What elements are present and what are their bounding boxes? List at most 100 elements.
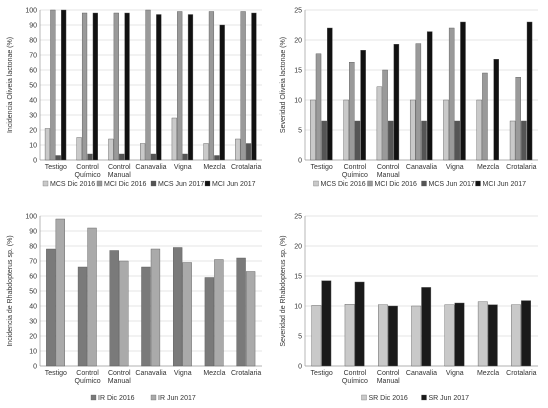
bar — [150, 248, 161, 367]
bar — [444, 304, 455, 367]
bar — [203, 143, 209, 161]
y-tick-label: 100 — [25, 8, 37, 15]
legend-swatch — [150, 180, 157, 187]
bar — [443, 99, 449, 161]
legend-swatch — [421, 180, 427, 187]
bar — [321, 120, 327, 161]
bar — [411, 305, 422, 367]
x-tick-label: Vigna — [446, 370, 464, 377]
bar — [426, 31, 433, 161]
bar — [204, 277, 215, 367]
bar — [476, 99, 483, 161]
legend: MCS Dic 2016 MCI Dic 2016 MCS Jun 2017 MCI … — [313, 180, 527, 188]
bar — [214, 259, 224, 367]
x-tick-label: Control Manual — [108, 370, 131, 385]
x-tick-label: Control Químico — [342, 164, 368, 179]
legend-label: SR Jun 2017 — [429, 395, 470, 402]
bar — [349, 62, 355, 161]
bar — [145, 9, 151, 161]
bar — [310, 99, 316, 161]
x-tick-label: Testigo — [311, 370, 333, 377]
legend-label: MCI Dic 2016 — [104, 181, 147, 188]
x-tick-label: Crotalaria — [231, 370, 261, 377]
x-tick-label: Control Químico — [342, 370, 368, 385]
bar — [327, 27, 333, 161]
legend-swatch — [204, 180, 211, 187]
y-tick-label: 0 — [298, 158, 302, 165]
bar — [388, 305, 398, 367]
y-axis-title: Severidad Oliveia lactonae (%) — [280, 37, 287, 133]
y-axis-title: Severidad de Rhabdopterus sp. (%) — [280, 235, 287, 346]
legend-swatch — [313, 180, 319, 187]
y-tick-label: 60 — [29, 68, 37, 75]
x-tick-label: Crotalaria — [506, 370, 536, 377]
y-tick-label: 50 — [29, 289, 37, 296]
y-tick-label: 0 — [33, 158, 37, 165]
bar — [487, 304, 498, 367]
y-tick-label: 90 — [29, 23, 37, 30]
bar — [76, 137, 82, 161]
bar — [245, 271, 256, 367]
y-tick-label: 20 — [294, 38, 302, 45]
bar — [454, 120, 461, 161]
y-tick-label: 80 — [29, 38, 37, 45]
legend-swatch — [42, 180, 49, 187]
y-tick-label: 20 — [29, 334, 37, 341]
x-tick-label: Canavalia — [135, 370, 166, 377]
bar — [521, 300, 531, 367]
legend-label: IR Jun 2017 — [158, 395, 196, 402]
chart-panel-4: 0 5 10 15 20 25 Severidad de Rhabdopterus sp. … — [280, 214, 538, 402]
bar — [119, 260, 129, 367]
bar — [109, 250, 119, 367]
y-tick-label: 10 — [29, 349, 37, 356]
bar — [421, 120, 427, 161]
y-tick-label: 0 — [298, 364, 302, 371]
x-tick-label: Crotalaria — [506, 164, 536, 171]
bar — [421, 287, 432, 367]
bar — [77, 266, 88, 367]
chart-panel-1: 0 10 20 30 40 50 60 70 80 90 100 Incidencia Oliveia… — [7, 8, 262, 188]
bar — [187, 14, 194, 161]
bar — [521, 120, 527, 161]
x-tick-label: Testigo — [311, 164, 333, 171]
y-axis-title: Incidencia Oliveia lactonae (%) — [7, 37, 14, 133]
y-tick-label: 15 — [294, 274, 302, 281]
legend-label: IR Dic 2016 — [98, 395, 135, 402]
bar — [482, 72, 488, 161]
x-tick-label: Control Químico — [75, 370, 101, 385]
y-tick-label: 15 — [294, 68, 302, 75]
bar — [311, 305, 322, 367]
y-tick-label: 5 — [298, 128, 302, 135]
bar — [493, 59, 499, 161]
x-tick-label: Vigna — [174, 164, 192, 171]
bar — [141, 266, 151, 367]
y-tick-label: 80 — [29, 244, 37, 251]
legend-label: MCS Dic 2016 — [321, 181, 366, 188]
y-tick-label: 40 — [29, 304, 37, 311]
bar — [50, 9, 56, 161]
y-tick-label: 25 — [294, 214, 302, 221]
bar — [409, 99, 416, 161]
bar — [177, 11, 183, 161]
bar — [55, 155, 61, 161]
bar — [108, 138, 114, 161]
x-tick-label: Control Manual — [377, 370, 400, 385]
legend-swatch — [150, 394, 157, 401]
legend-label: MCI Jun 2017 — [483, 181, 527, 188]
bar — [87, 153, 93, 161]
x-tick-label: Testigo — [45, 164, 67, 171]
legend-label: MCS Jun 2017 — [429, 181, 475, 188]
bar — [240, 11, 246, 161]
bar — [208, 11, 215, 161]
bar — [388, 120, 394, 161]
y-tick-label: 10 — [29, 143, 37, 150]
y-tick-label: 10 — [294, 98, 302, 105]
bar — [235, 138, 241, 161]
x-tick-label: Mezcla — [203, 370, 225, 377]
legend-label: MCS Dic 2016 — [50, 181, 95, 188]
x-tick-label: Canavalia — [135, 164, 166, 171]
x-tick-label: Control Manual — [377, 164, 400, 179]
y-tick-label: 90 — [29, 229, 37, 236]
y-tick-label: 20 — [29, 128, 37, 135]
